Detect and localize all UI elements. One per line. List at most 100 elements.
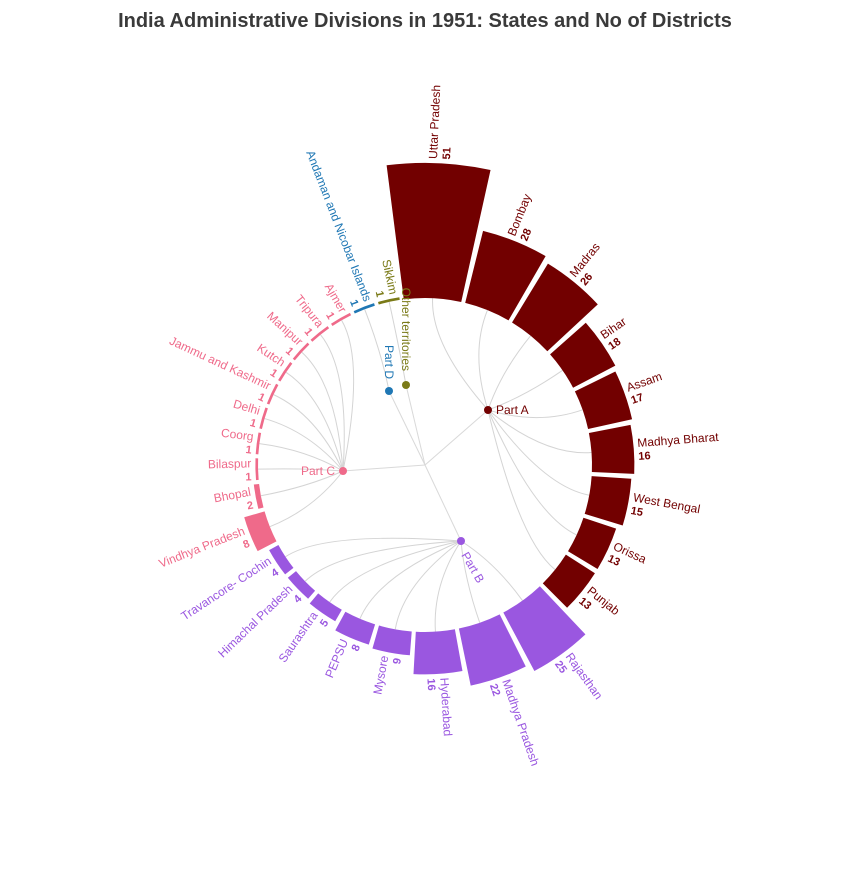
hub-label-part-a: Part A bbox=[496, 403, 529, 417]
bar-ajmer bbox=[331, 312, 352, 326]
link-manipur bbox=[301, 351, 344, 472]
bar-delhi bbox=[259, 407, 268, 430]
link-travancore-cochin bbox=[285, 537, 462, 558]
bar-madhya-bharat bbox=[588, 424, 635, 474]
bar-madhya-pradesh bbox=[458, 614, 526, 686]
link-layer bbox=[258, 298, 592, 632]
state-value-label: 4 bbox=[292, 592, 305, 605]
bar-andaman-and-nicobar-islands bbox=[353, 303, 375, 314]
link-bhopal bbox=[260, 470, 344, 497]
link-pepsu bbox=[359, 540, 462, 619]
hub-label-part-d: Part D bbox=[382, 345, 396, 379]
state-name-label: Uttar Pradesh bbox=[426, 85, 443, 160]
bar-west-bengal bbox=[584, 476, 632, 526]
hub-node-part-c bbox=[339, 467, 347, 475]
chart-title: India Administrative Divisions in 1951: … bbox=[118, 10, 732, 32]
state-name-label: Ajmer bbox=[322, 281, 350, 315]
state-value-label: 22 bbox=[487, 682, 502, 698]
link-vindhya-pradesh bbox=[269, 470, 344, 528]
link-madhya-pradesh bbox=[460, 540, 481, 623]
state-value-label: 4 bbox=[269, 566, 281, 580]
state-value-label: 18 bbox=[606, 336, 623, 353]
bar-rajasthan bbox=[503, 586, 586, 672]
link-bombay bbox=[478, 309, 489, 411]
link-root-other-territories bbox=[405, 384, 426, 466]
state-name-label: Bilaspur bbox=[208, 456, 252, 471]
link-madhya-bharat bbox=[487, 409, 592, 454]
bar-layer bbox=[244, 162, 635, 686]
link-root-part-d bbox=[388, 390, 426, 466]
link-coorg bbox=[259, 443, 344, 472]
link-bilaspur bbox=[258, 468, 344, 472]
state-name-label: Assam bbox=[625, 369, 664, 394]
hub-node-other-territories bbox=[402, 381, 410, 389]
bar-punjab bbox=[542, 554, 595, 608]
bar-kutch bbox=[278, 361, 293, 382]
link-kutch bbox=[285, 371, 344, 472]
state-name-label: Madhya Bharat bbox=[637, 430, 720, 450]
state-name-label: Saurashtra bbox=[276, 609, 321, 665]
link-hyderabad bbox=[434, 540, 462, 632]
bar-sikkim bbox=[378, 297, 400, 305]
link-bihar bbox=[487, 369, 563, 411]
bar-madras bbox=[512, 263, 598, 352]
state-value-label: 1 bbox=[256, 391, 267, 404]
link-delhi bbox=[264, 418, 344, 472]
bar-hyderabad bbox=[413, 629, 463, 675]
link-tripura bbox=[320, 334, 345, 472]
hub-node-part-b bbox=[457, 537, 465, 545]
state-value-label: 9 bbox=[391, 657, 404, 665]
bar-bihar bbox=[550, 322, 616, 388]
state-name-label: Mysore bbox=[370, 654, 391, 696]
bar-uttar-pradesh bbox=[386, 162, 491, 302]
state-name-label: Manipur bbox=[264, 309, 305, 349]
bar-jammu-and-kashmir bbox=[266, 383, 279, 405]
bar-vindhya-pradesh bbox=[244, 511, 277, 552]
state-value-label: 1 bbox=[245, 471, 251, 483]
state-name-label: Andaman and Nicobar Islands bbox=[303, 148, 374, 303]
state-value-label: 1 bbox=[248, 417, 257, 430]
hub-node-part-a bbox=[484, 406, 492, 414]
state-value-label: 15 bbox=[630, 505, 644, 519]
bar-bombay bbox=[465, 230, 546, 321]
state-value-label: 13 bbox=[576, 595, 593, 612]
state-value-label: 1 bbox=[268, 367, 280, 380]
hub-node-part-d bbox=[385, 387, 393, 395]
state-name-label: Madhya Pradesh bbox=[499, 677, 542, 767]
bar-orissa bbox=[568, 517, 617, 570]
link-saurashtra bbox=[329, 540, 462, 603]
state-value-label: 5 bbox=[318, 617, 331, 629]
state-value-label: 8 bbox=[350, 643, 363, 653]
bar-assam bbox=[574, 371, 633, 430]
link-sikkim bbox=[388, 301, 407, 386]
state-value-label: 16 bbox=[638, 450, 651, 463]
bar-bhopal bbox=[253, 483, 264, 509]
state-value-label: 28 bbox=[519, 227, 535, 243]
bar-pepsu bbox=[335, 611, 376, 645]
bar-bilaspur bbox=[255, 458, 259, 481]
link-assam bbox=[487, 409, 583, 419]
state-name-label: PEPSU bbox=[322, 637, 351, 680]
link-ajmer bbox=[341, 320, 355, 472]
hub-label-other-territories: Other territories bbox=[399, 288, 413, 371]
state-value-label: 8 bbox=[241, 538, 251, 551]
state-name-label: Coorg bbox=[220, 426, 254, 444]
label-group-mysore: Mysore 9 bbox=[370, 654, 404, 696]
